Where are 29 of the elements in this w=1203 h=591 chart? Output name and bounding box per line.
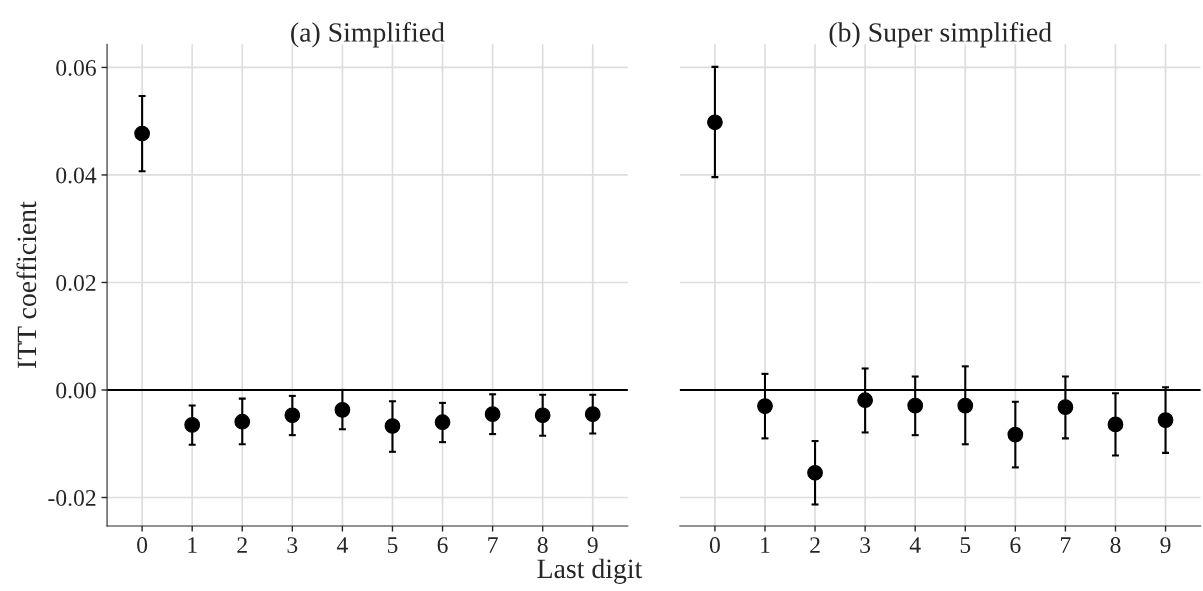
x-tick-label: 9 [587, 537, 598, 554]
x-tick-label: 2 [810, 537, 820, 553]
chart-title: (b) Super simplified [829, 21, 1052, 48]
x-tick-label: 0 [137, 537, 148, 554]
y-tick-label: 0.02 [56, 274, 96, 291]
x-tick-label: 3 [860, 537, 871, 554]
x-tick-label: 4 [909, 537, 921, 553]
x-axis-title: Last digit [537, 558, 643, 584]
x-tick-label: 7 [1061, 537, 1071, 553]
y-tick-label: 0.06 [56, 59, 96, 76]
x-tick-label: 5 [960, 537, 971, 554]
x-tick-label: 9 [1160, 537, 1171, 554]
x-tick-label: 6 [437, 537, 448, 554]
x-tick-label: 2 [237, 537, 247, 553]
y-tick-label: 0.04 [56, 167, 97, 184]
chart-title: (a) Simplified [291, 21, 445, 48]
x-tick-label: 6 [1010, 537, 1021, 554]
x-tick-label: 7 [488, 537, 498, 553]
y-tick-label: 0.00 [56, 382, 96, 399]
y-axis-title: ITT coefficient [16, 201, 37, 369]
x-tick-label: 1 [761, 537, 770, 553]
x-tick-label: 8 [537, 537, 548, 554]
x-tick-label: 3 [287, 537, 298, 554]
x-tick-label: 0 [709, 537, 720, 554]
x-tick-label: 1 [188, 537, 197, 553]
x-tick-label: 8 [1110, 537, 1121, 554]
x-tick-label: 5 [387, 537, 398, 554]
x-tick-label: 4 [336, 537, 348, 553]
y-tick-label: -0.02 [48, 489, 96, 507]
